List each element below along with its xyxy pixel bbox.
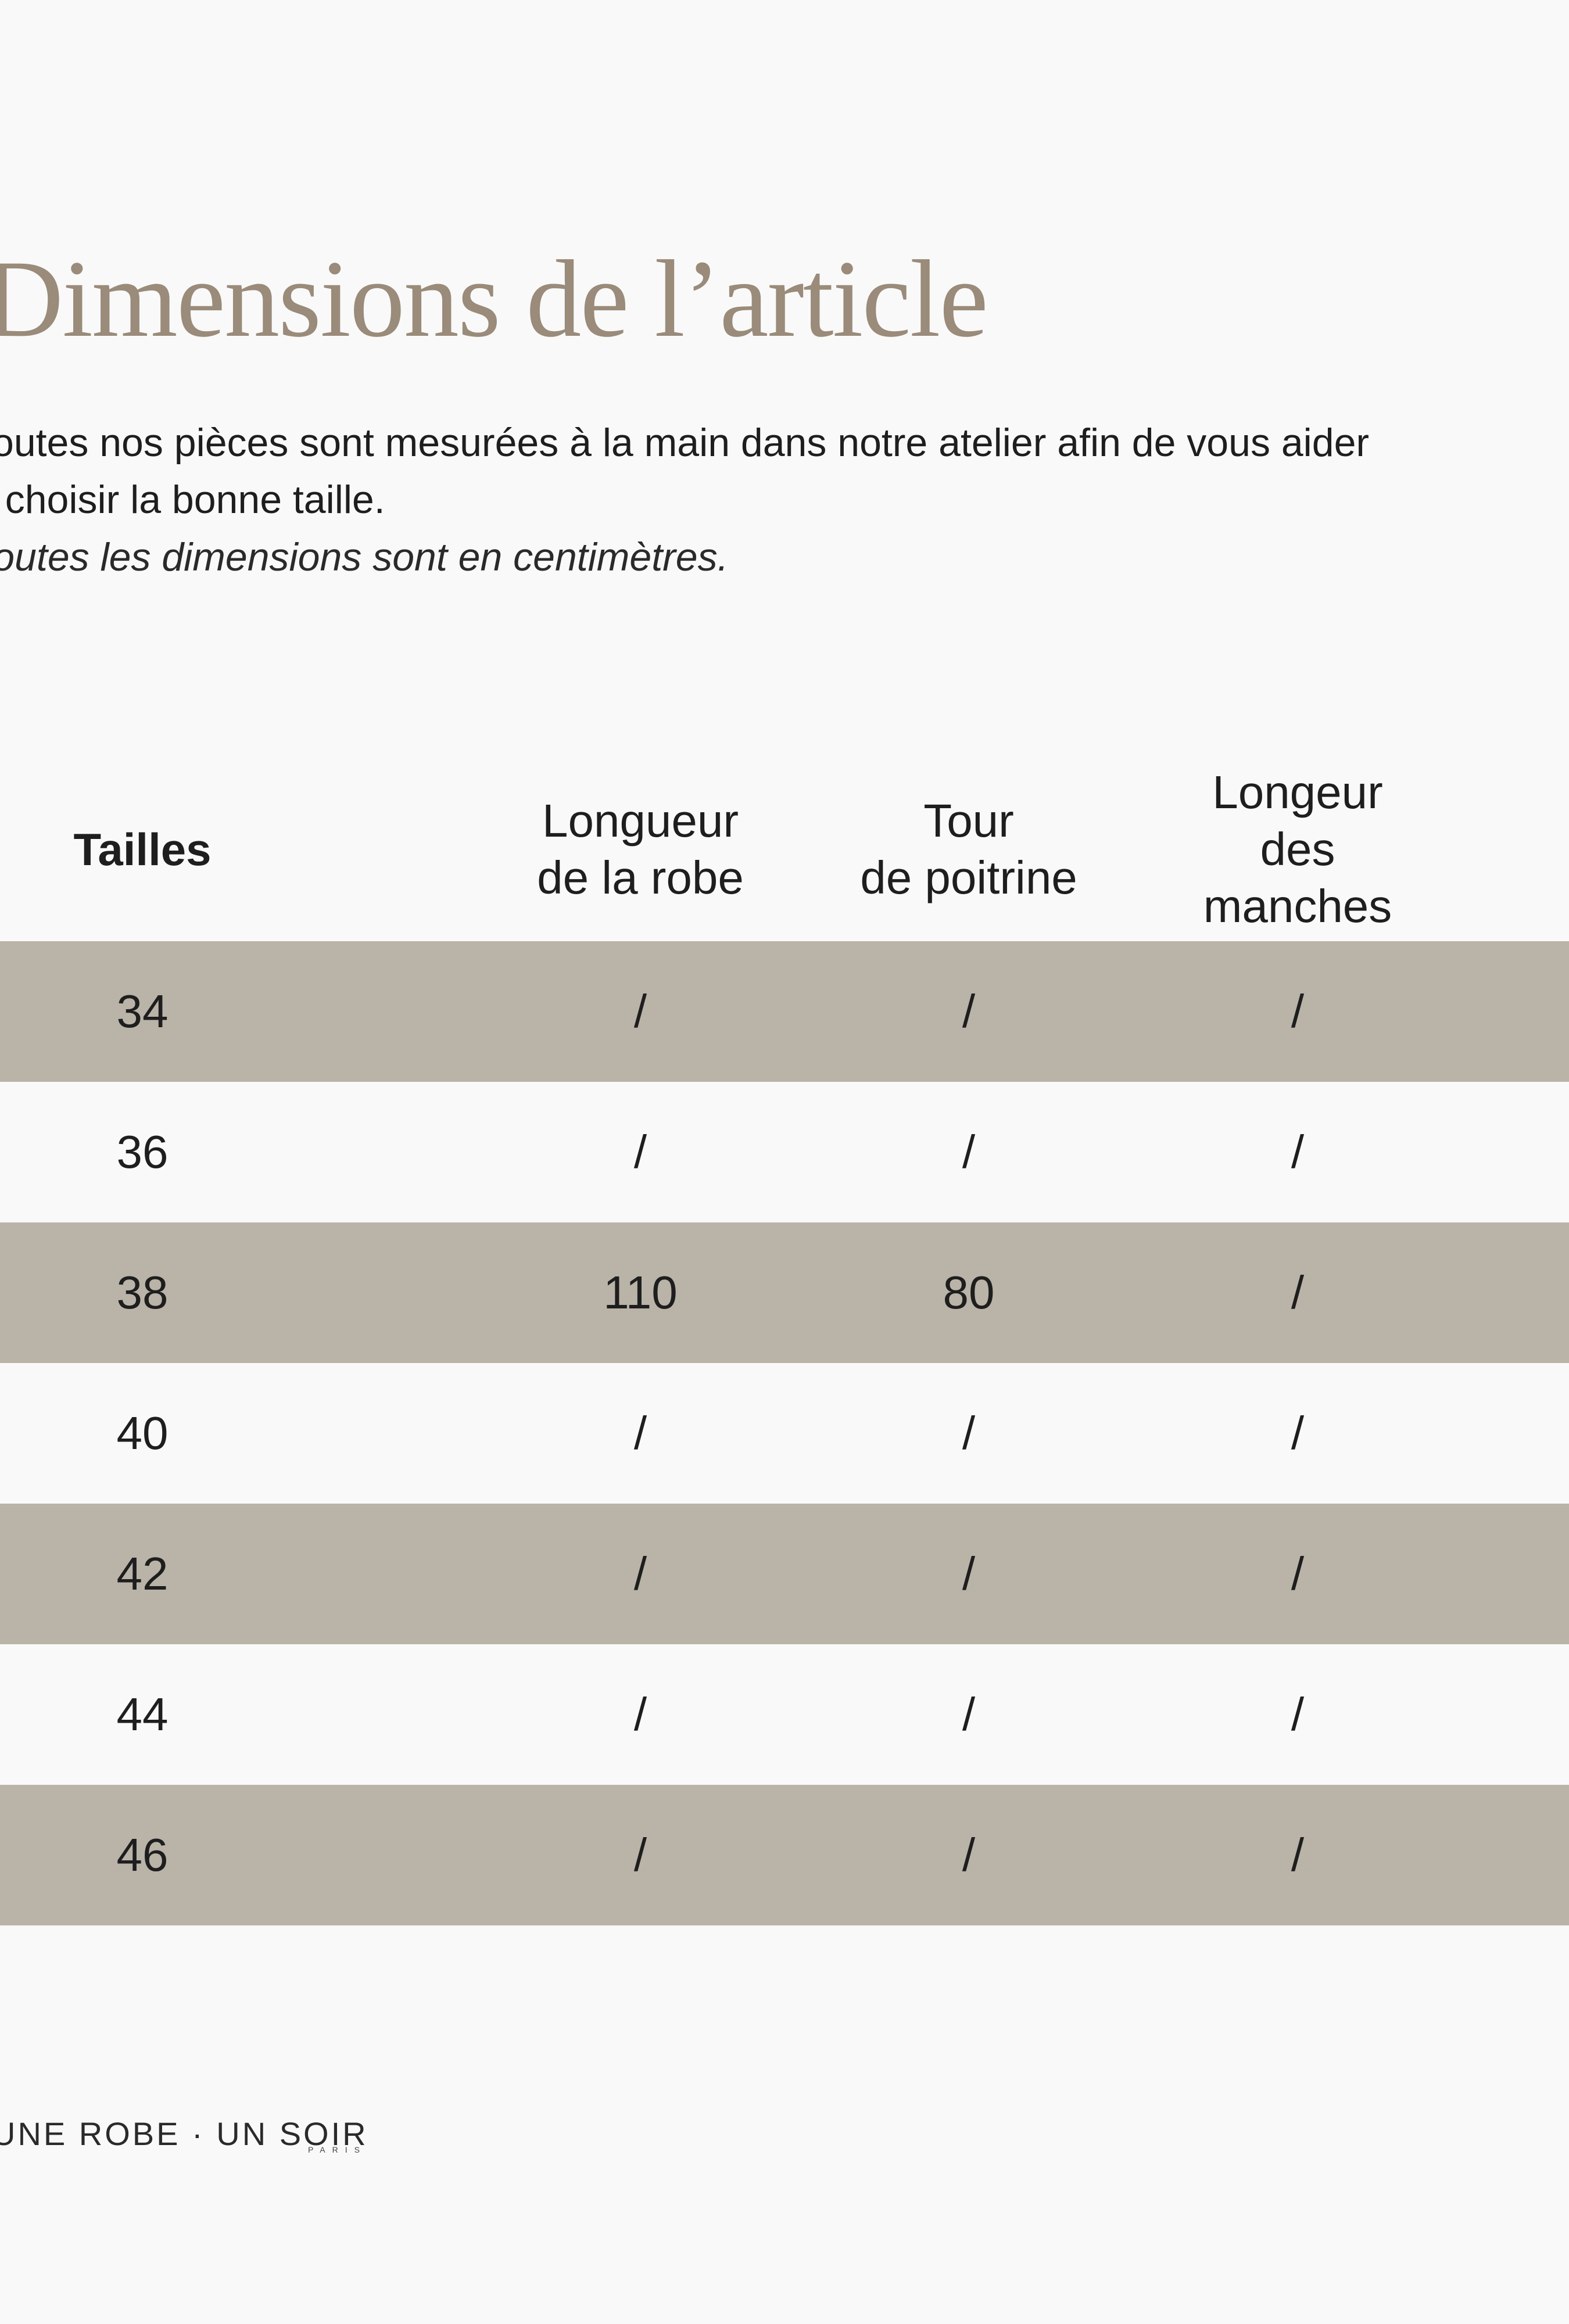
brand-city: PARIS	[308, 2145, 367, 2154]
table-cell: /	[633, 1829, 647, 1881]
column-header: Longueur de la robe	[537, 795, 744, 903]
table-row: 42 / / /	[0, 1504, 1569, 1644]
table-cell: 38	[116, 1267, 169, 1318]
table-cell: /	[633, 1126, 647, 1178]
table-cell: 40	[116, 1407, 169, 1459]
table-cell: /	[962, 1407, 976, 1459]
table-cell: 80	[943, 1267, 995, 1318]
table-cell: /	[1291, 985, 1305, 1037]
table-row: 40 / / /	[0, 1363, 1569, 1504]
table-row: 44 / / /	[0, 1644, 1569, 1785]
table-cell: /	[633, 1548, 647, 1599]
table-cell: /	[1291, 1548, 1305, 1599]
column-header: Longeur des manches	[1203, 766, 1392, 932]
brand-logo: UNE ROBE · UN SOIR	[0, 2115, 368, 2152]
table-cell: 44	[116, 1688, 169, 1740]
table-cell: /	[962, 1829, 976, 1881]
table-cell: /	[633, 1688, 647, 1740]
column-header: Tailles	[73, 824, 212, 875]
table-cell: 46	[116, 1829, 169, 1881]
table-cell: /	[962, 985, 976, 1037]
table-cell: 36	[116, 1126, 169, 1178]
table-row: 46 / / /	[0, 1785, 1569, 1925]
table-row: 34 / / /	[0, 941, 1569, 1082]
page-title: Dimensions de l’article	[0, 238, 988, 360]
table-cell: /	[1291, 1688, 1305, 1740]
table-cell: /	[962, 1688, 976, 1740]
note: Toutes les dimensions sont en centimètre…	[0, 535, 729, 579]
table-cell: /	[962, 1548, 976, 1599]
table-cell: /	[633, 985, 647, 1037]
table-row: 36 / / /	[0, 1082, 1569, 1222]
table-cell: /	[1291, 1829, 1305, 1881]
column-header: Tour de poitrine	[860, 795, 1077, 903]
table-cell: /	[633, 1407, 647, 1459]
intro-line: à choisir la bonne taille.	[0, 478, 385, 522]
table-cell: 42	[116, 1548, 169, 1599]
table-row: 38 110 80 /	[0, 1222, 1569, 1363]
table-cell: 110	[603, 1267, 678, 1318]
table-cell: /	[1291, 1407, 1305, 1459]
table-cell: /	[1291, 1126, 1305, 1178]
intro-line: Toutes nos pièces sont mesurées à la mai…	[0, 421, 1370, 465]
table-cell: /	[962, 1126, 976, 1178]
table-cell: 34	[116, 985, 169, 1037]
table-cell: /	[1291, 1267, 1305, 1318]
